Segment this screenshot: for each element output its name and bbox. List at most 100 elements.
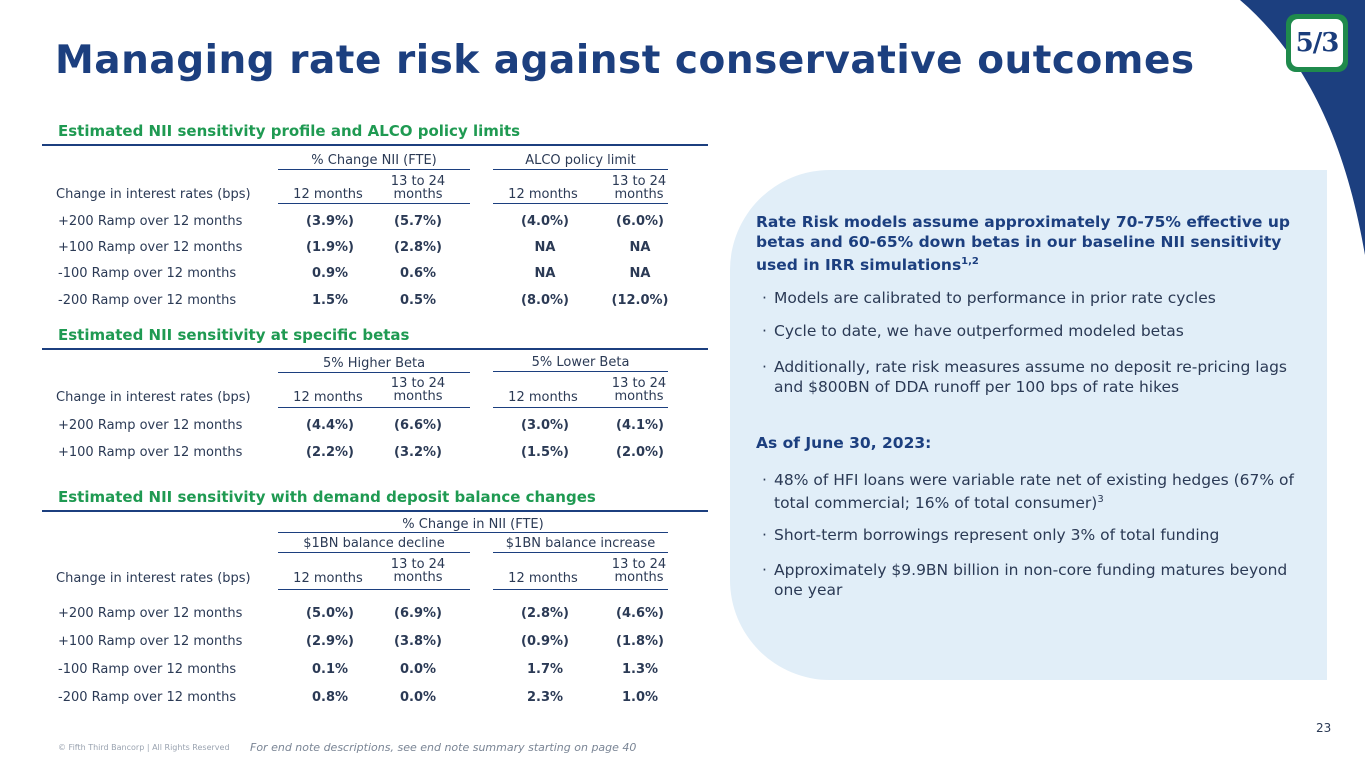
logo-text: 5/3: [1295, 28, 1340, 58]
table3-supergroup-underline: [278, 532, 668, 533]
table2-heading: Estimated NII sensitivity at specific be…: [58, 326, 410, 344]
cell-value: 0.8%: [311, 690, 349, 705]
table3-col2-header: 13 to 24 months: [390, 557, 446, 585]
cell-value: 0.9%: [311, 266, 349, 281]
row-label: +200 Ramp over 12 months: [58, 606, 243, 621]
cell-value: (6.9%): [394, 606, 442, 621]
table1-group1-header: % Change NII (FTE): [311, 153, 437, 168]
table2-group2-underline: [493, 371, 668, 372]
table3-supergroup-header: % Change in NII (FTE): [402, 517, 544, 532]
row-label: +100 Ramp over 12 months: [58, 445, 243, 460]
table3-top-rule: [42, 510, 708, 512]
cell-value: (2.2%): [306, 445, 354, 460]
table1-col3-header: 12 months: [508, 187, 578, 202]
table3-col1-header: 12 months: [293, 571, 363, 586]
cell-value: 1.0%: [621, 690, 659, 705]
table2-col2-header: 13 to 24 months: [390, 376, 446, 404]
table2-col4-header: 13 to 24 months: [611, 376, 667, 404]
fifth-third-logo: 5/3: [1286, 14, 1348, 72]
cell-value: 1.3%: [621, 662, 659, 677]
table3-col3-header: 12 months: [508, 571, 578, 586]
table2-group1-underline: [278, 372, 470, 373]
table2-header-rule-right: [493, 407, 668, 408]
row-label: -200 Ramp over 12 months: [58, 690, 237, 705]
cell-value: 1.5%: [311, 293, 349, 308]
cell-value: (3.2%): [394, 445, 442, 460]
cell-value: (6.6%): [394, 418, 442, 433]
table1-col2-header: 13 to 24 months: [390, 174, 446, 202]
table2-group2-header: 5% Lower Beta: [531, 355, 630, 370]
table1-header-rule-right: [493, 203, 668, 204]
cell-value: 0.0%: [399, 662, 437, 677]
cell-value: NA: [629, 240, 651, 255]
table1-group2-header: ALCO policy limit: [525, 153, 636, 168]
table3-header-rule-left: [278, 589, 470, 590]
cell-value: (1.9%): [306, 240, 354, 255]
cell-value: 2.3%: [526, 690, 564, 705]
table3-col4-header: 13 to 24 months: [611, 557, 667, 585]
table3-group1-underline: [278, 552, 470, 553]
table1-column-label: Change in interest rates (bps): [56, 187, 251, 202]
panel-bullet: · Cycle to date, we have outperformed mod…: [762, 322, 1184, 340]
panel-heading-assumptions: Rate Risk models assume approximately 70…: [756, 213, 1290, 275]
cell-value: (8.0%): [521, 293, 569, 308]
page-title: Managing rate risk against conservative …: [55, 38, 1195, 83]
panel-heading-as-of: As of June 30, 2023:: [756, 434, 932, 452]
table2-column-label: Change in interest rates (bps): [56, 390, 251, 405]
cell-value: (2.0%): [616, 445, 664, 460]
row-label: +200 Ramp over 12 months: [58, 214, 243, 229]
table1-group2-underline: [493, 169, 668, 170]
row-label: +100 Ramp over 12 months: [58, 634, 243, 649]
cell-value: 0.1%: [311, 662, 349, 677]
table1-col1-header: 12 months: [293, 187, 363, 202]
table1-top-rule: [42, 144, 708, 146]
cell-value: (2.8%): [521, 606, 569, 621]
cell-value: (4.1%): [616, 418, 664, 433]
table3-header-rule-right: [493, 589, 668, 590]
rate-risk-panel: [730, 170, 1327, 680]
table1-header-rule-left: [278, 203, 470, 204]
row-label: -200 Ramp over 12 months: [58, 293, 237, 308]
panel-bullet: · Additionally, rate risk measures assume…: [762, 358, 1287, 396]
cell-value: (12.0%): [611, 293, 669, 308]
cell-value: NA: [629, 266, 651, 281]
cell-value: (6.0%): [616, 214, 664, 229]
cell-value: (1.5%): [521, 445, 569, 460]
row-label: -100 Ramp over 12 months: [58, 662, 237, 677]
page-number: 23: [1316, 721, 1332, 735]
table3-column-label: Change in interest rates (bps): [56, 571, 251, 586]
row-label: +200 Ramp over 12 months: [58, 418, 243, 433]
table3-group2-underline: [493, 552, 668, 553]
panel-bullet: · Approximately $9.9BN billion in non-cor…: [762, 561, 1288, 599]
panel-bullet: · 48% of HFI loans were variable rate net…: [762, 471, 1294, 513]
cell-value: (4.0%): [521, 214, 569, 229]
table3-group1-header: $1BN balance decline: [303, 536, 445, 551]
end-note-reference: For end note descriptions, see end note …: [250, 741, 637, 754]
table3-heading: Estimated NII sensitivity with demand de…: [58, 488, 596, 506]
row-label: +100 Ramp over 12 months: [58, 240, 243, 255]
copyright-footer: © Fifth Third Bancorp | All Rights Reser…: [58, 743, 230, 752]
table3-group2-header: $1BN balance increase: [505, 536, 656, 551]
cell-value: (2.8%): [394, 240, 442, 255]
cell-value: (5.0%): [306, 606, 354, 621]
cell-value: (3.8%): [394, 634, 442, 649]
cell-value: NA: [534, 240, 556, 255]
cell-value: (2.9%): [306, 634, 354, 649]
cell-value: (5.7%): [394, 214, 442, 229]
cell-value: 0.6%: [399, 266, 437, 281]
table2-group1-header: 5% Higher Beta: [322, 356, 426, 371]
cell-value: (3.0%): [521, 418, 569, 433]
table2-col1-header: 12 months: [293, 390, 363, 405]
cell-value: 0.0%: [399, 690, 437, 705]
row-label: -100 Ramp over 12 months: [58, 266, 237, 281]
table2-top-rule: [42, 348, 708, 350]
table1-col4-header: 13 to 24 months: [611, 174, 667, 202]
panel-bullet: · Models are calibrated to performance in…: [762, 289, 1216, 307]
cell-value: (0.9%): [521, 634, 569, 649]
panel-bullet: · Short-term borrowings represent only 3%…: [762, 526, 1220, 544]
table1-heading: Estimated NII sensitivity profile and AL…: [58, 122, 521, 140]
cell-value: (1.8%): [616, 634, 664, 649]
table1-group1-underline: [278, 169, 470, 170]
table2-col3-header: 12 months: [508, 390, 578, 405]
cell-value: (3.9%): [306, 214, 354, 229]
